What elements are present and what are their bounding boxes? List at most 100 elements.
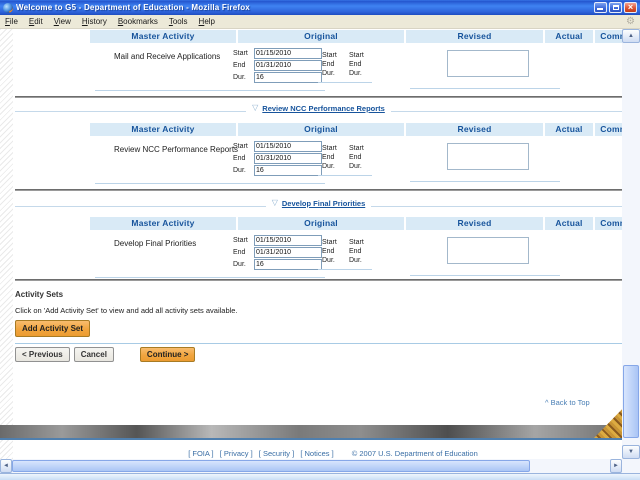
revised-textarea[interactable]	[447, 143, 529, 170]
footer-link-foia[interactable]: [ FOIA ]	[188, 449, 214, 458]
cell-underline	[318, 269, 372, 270]
nav-buttons: < Previous Cancel Continue >	[15, 347, 196, 362]
start-end-dur-labels: Start End Dur.	[349, 52, 364, 77]
header-cell-actual: Actual	[545, 217, 593, 230]
start-end-dur-labels: Start End Dur.	[322, 52, 337, 77]
scroll-left-arrow-icon[interactable]: ◄	[0, 459, 12, 473]
horizontal-scrollbar-thumb[interactable]	[12, 460, 530, 472]
activity-sets-heading: Activity Sets	[15, 290, 64, 299]
end-date-input[interactable]	[254, 60, 322, 71]
scroll-right-arrow-icon[interactable]: ►	[610, 459, 622, 473]
duration-input[interactable]	[254, 165, 322, 176]
collapse-triangle-icon[interactable]: ▽	[252, 103, 259, 112]
footer-link-notices[interactable]: [ Notices ]	[300, 449, 334, 458]
minimize-button[interactable]	[594, 2, 607, 13]
section-divider	[15, 189, 622, 191]
back-to-top-link[interactable]: ^ Back to Top	[545, 398, 590, 407]
header-cell-comments: Comments	[595, 123, 622, 136]
footer-link-privacy[interactable]: [ Privacy ]	[219, 449, 253, 458]
revised-textarea[interactable]	[447, 237, 529, 264]
revised-textarea[interactable]	[447, 50, 529, 77]
header-cell-master-activity: Master Activity	[90, 217, 236, 230]
menu-item-view[interactable]: View	[53, 17, 71, 26]
section-toggle-link[interactable]: Review NCC Performance Reports	[262, 103, 385, 113]
activity-name: Develop Final Priorities	[114, 239, 197, 248]
footer-link-security[interactable]: [ Security ]	[258, 449, 295, 458]
cell-underline	[95, 90, 325, 91]
activity-table-header: Master Activity Original Revised Actual …	[0, 217, 622, 230]
section-divider	[15, 279, 622, 281]
header-cell-original: Original	[238, 123, 404, 136]
dur-label: Dur.	[233, 74, 246, 81]
cell-underline	[410, 88, 560, 89]
menu-item-help[interactable]: Help	[198, 17, 216, 26]
window-controls: ×	[594, 2, 637, 13]
start-end-dur-labels: Start End Dur.	[322, 239, 337, 264]
dur-label: Dur.	[233, 167, 246, 174]
menu-item-history[interactable]: History	[81, 17, 107, 26]
end-date-input[interactable]	[254, 153, 322, 164]
header-cell-master-activity: Master Activity	[90, 123, 236, 136]
activity-sets-description: Click on 'Add Activity Set' to view and …	[15, 306, 238, 315]
start-date-input[interactable]	[254, 235, 322, 246]
header-cell-revised: Revised	[406, 123, 543, 136]
scroll-up-arrow-icon[interactable]: ▲	[622, 29, 640, 43]
duration-input[interactable]	[254, 259, 322, 270]
menu-item-bookmarks[interactable]: Bookmarks	[117, 17, 158, 26]
add-activity-set-button[interactable]: Add Activity Set	[15, 320, 91, 337]
previous-button[interactable]: < Previous	[15, 347, 70, 362]
section-divider	[15, 96, 622, 98]
original-date-fields: Start End Dur.	[233, 235, 322, 271]
section-toggle-link[interactable]: Develop Final Priorities	[281, 198, 366, 208]
start-label: Start	[233, 143, 248, 150]
titlebar: Welcome to G5 - Department of Education …	[0, 0, 640, 15]
cell-underline	[410, 181, 560, 182]
cell-underline	[410, 275, 560, 276]
end-date-input[interactable]	[254, 247, 322, 258]
scrollbar-corner	[622, 459, 640, 473]
header-cell-actual: Actual	[545, 123, 593, 136]
start-end-dur-labels: Start End Dur.	[349, 239, 364, 264]
menu-item-tools[interactable]: Tools	[168, 17, 188, 26]
window-title: Welcome to G5 - Department of Education …	[16, 3, 250, 12]
cancel-button[interactable]: Cancel	[73, 347, 114, 362]
activity-table-header: Master Activity Original Revised Actual …	[0, 30, 622, 43]
start-date-input[interactable]	[254, 48, 322, 59]
cell-underline	[95, 183, 325, 184]
start-label: Start	[233, 50, 248, 57]
cell-underline	[318, 82, 372, 83]
original-date-fields: Start End Dur.	[233, 48, 322, 84]
copyright-text: © 2007 U.S. Department of Education	[351, 449, 478, 458]
header-cell-original: Original	[238, 30, 404, 43]
start-label: Start	[233, 237, 248, 244]
footer-rule	[0, 438, 622, 440]
activity-row: Mail and Receive Applications Start End …	[0, 45, 622, 92]
duration-input[interactable]	[254, 72, 322, 83]
start-date-input[interactable]	[254, 141, 322, 152]
section-toggle-row: ▽ Develop Final Priorities	[15, 196, 622, 210]
header-cell-actual: Actual	[545, 30, 593, 43]
menu-item-edit[interactable]: Edit	[28, 17, 43, 26]
firefox-icon	[3, 2, 13, 13]
collapse-triangle-icon[interactable]: ▽	[271, 198, 278, 207]
horizontal-scrollbar[interactable]: ◄ ►	[0, 459, 622, 473]
continue-button[interactable]: Continue >	[139, 347, 196, 362]
vertical-scrollbar-thumb[interactable]	[623, 365, 639, 438]
throbber-gear-icon: ⚙	[626, 15, 635, 27]
section-toggle-row: ▽ Review NCC Performance Reports	[15, 101, 622, 115]
scroll-down-arrow-icon[interactable]: ▼	[622, 445, 640, 459]
close-button[interactable]: ×	[624, 2, 637, 13]
menubar: File Edit View History Bookmarks Tools H…	[0, 15, 640, 29]
header-cell-comments: Comments	[595, 30, 622, 43]
menu-item-file[interactable]: File	[5, 17, 18, 26]
activity-table-header: Master Activity Original Revised Actual …	[0, 123, 622, 136]
end-label: End	[233, 155, 246, 162]
header-cell-comments: Comments	[595, 217, 622, 230]
start-end-dur-labels: Start End Dur.	[322, 145, 337, 170]
vertical-scrollbar[interactable]: ▲ ▼	[622, 29, 640, 459]
photo-banner-strip	[0, 425, 622, 438]
original-date-fields: Start End Dur.	[233, 141, 322, 177]
restore-button[interactable]	[609, 2, 622, 13]
dur-label: Dur.	[233, 261, 246, 268]
end-label: End	[233, 62, 246, 69]
